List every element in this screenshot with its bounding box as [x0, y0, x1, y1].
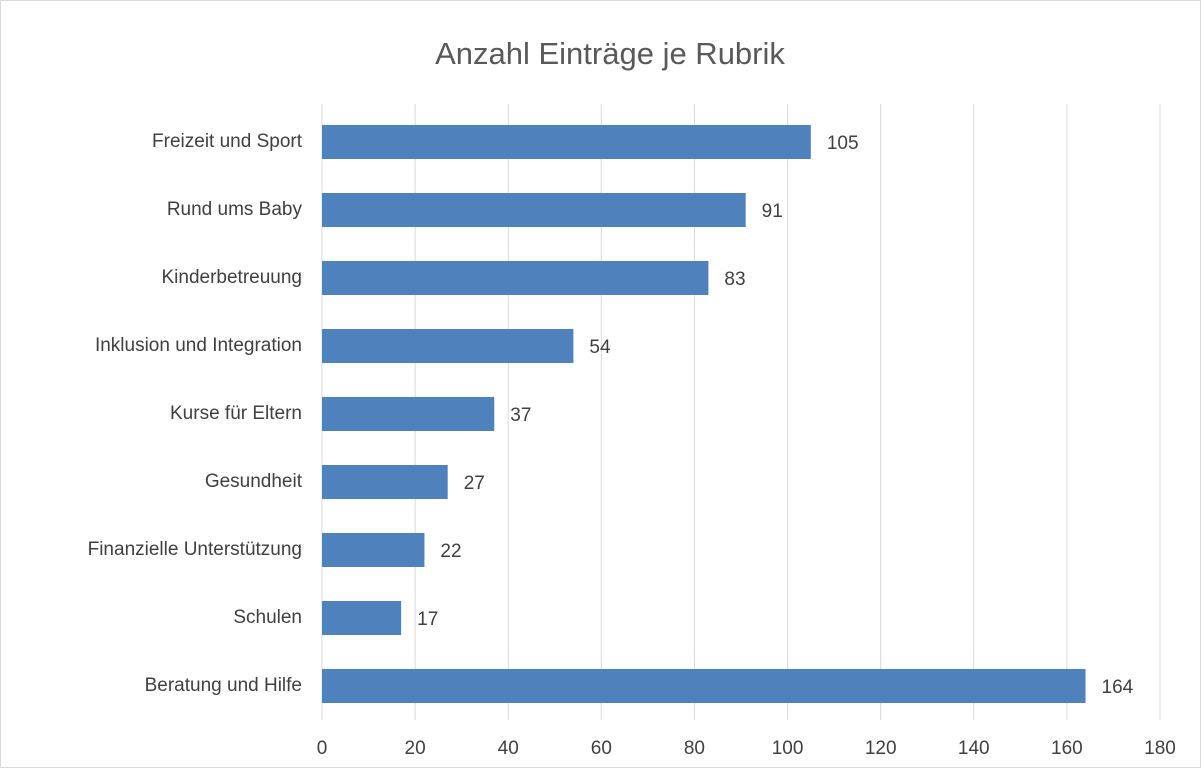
x-tick-label: 20	[405, 738, 426, 759]
data-label: 22	[440, 541, 461, 562]
y-tick-label: Finanzielle Unterstützung	[88, 539, 302, 560]
y-tick-label: Beratung und Hilfe	[145, 675, 302, 696]
bar	[322, 601, 402, 635]
y-tick-label: Freizeit und Sport	[152, 131, 303, 152]
y-tick-label: Kinderbetreuung	[162, 267, 303, 288]
bar	[322, 193, 746, 227]
x-tick-label: 60	[591, 738, 612, 759]
bar	[322, 397, 495, 431]
y-tick-label: Inklusion und Integration	[95, 335, 302, 356]
y-tick-label: Rund ums Baby	[167, 199, 303, 220]
x-tick-label: 100	[772, 738, 804, 759]
x-tick-label: 160	[1051, 738, 1083, 759]
y-tick-label: Schulen	[233, 607, 302, 628]
bar	[322, 669, 1086, 703]
x-tick-label: 180	[1144, 738, 1176, 759]
x-tick-label: 80	[684, 738, 705, 759]
data-label: 54	[589, 337, 611, 358]
data-label: 17	[417, 609, 438, 630]
bar	[322, 465, 448, 499]
x-tick-label: 140	[958, 738, 990, 759]
y-tick-label: Kurse für Eltern	[170, 403, 302, 424]
y-tick-label: Gesundheit	[205, 471, 303, 492]
bar	[322, 329, 574, 363]
x-tick-label: 120	[865, 738, 897, 759]
bar	[322, 125, 811, 159]
data-label: 164	[1102, 677, 1134, 698]
x-tick-label: 40	[498, 738, 519, 759]
data-label: 37	[510, 405, 531, 426]
data-label: 105	[827, 133, 859, 154]
data-label: 27	[464, 473, 485, 494]
x-tick-label: 0	[317, 738, 328, 759]
chart-title: Anzahl Einträge je Rubrik	[435, 36, 785, 71]
data-label: 91	[762, 201, 783, 222]
bar	[322, 533, 425, 567]
bar	[322, 261, 709, 295]
data-label: 83	[724, 269, 745, 290]
